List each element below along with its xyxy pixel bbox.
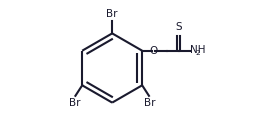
Text: Br: Br (69, 98, 81, 108)
Text: 2: 2 (195, 50, 200, 56)
Text: NH: NH (190, 45, 206, 55)
Text: O: O (150, 46, 158, 56)
Text: S: S (175, 21, 182, 32)
Text: Br: Br (144, 98, 155, 108)
Text: Br: Br (106, 9, 118, 19)
